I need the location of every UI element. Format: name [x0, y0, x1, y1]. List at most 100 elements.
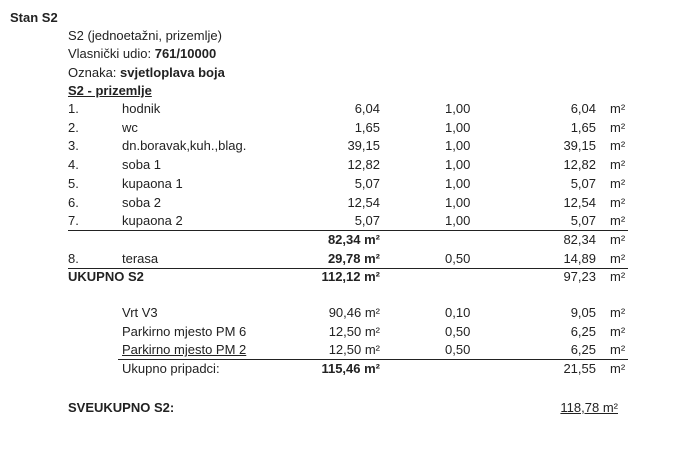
unit: m² — [610, 323, 626, 339]
room-area: 39,15 — [347, 138, 380, 154]
room-number: 7. — [68, 213, 79, 229]
unit: m² — [610, 194, 626, 210]
room-name: kupaona 2 — [122, 213, 183, 229]
subtotal-result: 82,34 — [563, 232, 596, 247]
appurtenances-total-row: Ukupno pripadci: 115,46 m² 21,55 m² — [0, 361, 676, 379]
room-number: 4. — [68, 157, 79, 173]
table-row: 4. soba 1 12,82 1,00 12,82 m² — [0, 157, 676, 175]
terrace-no: 8. — [68, 251, 79, 266]
room-area: 12,82 — [347, 157, 380, 173]
appurtenance-result: 6,25 — [570, 342, 596, 358]
appurtenance-result: 9,05 — [570, 305, 596, 320]
room-number: 5. — [68, 175, 79, 191]
appurtenance-name: Parkirno mjesto PM 6 — [122, 323, 247, 339]
unit: m² — [610, 361, 626, 376]
unit: m² — [610, 119, 626, 135]
room-name: soba 1 — [122, 157, 162, 173]
mark-value: svjetloplava boja — [120, 65, 225, 80]
table-row: Parkirno mjesto PM 2 12,50 m² 0,50 6,25 m² — [0, 342, 676, 361]
unit: m² — [610, 342, 626, 358]
room-name: soba 2 — [122, 194, 162, 210]
room-result: 39,15 — [563, 138, 596, 154]
unit: m² — [610, 157, 626, 173]
room-area: 12,54 — [347, 194, 380, 210]
table-row: Parkirno mjesto PM 6 12,50 m² 0,50 6,25 m² — [0, 324, 676, 342]
room-result: 6,04 — [570, 101, 596, 116]
appurtenance-coefficient: 0,50 — [445, 323, 471, 339]
appurtenance-name: Parkirno mjesto PM 2 — [122, 342, 247, 358]
share-value: 761/10000 — [154, 46, 217, 61]
room-coefficient: 1,00 — [445, 119, 471, 135]
total-row: UKUPNO S2 112,12 m² 97,23 m² — [0, 269, 676, 287]
grand-total-value: 118,78 m² — [560, 400, 618, 415]
room-result: 5,07 — [570, 175, 596, 191]
unit: m² — [610, 213, 626, 229]
terrace-row: 8. terasa 29,78 m² 0,50 14,89 m² — [0, 251, 676, 269]
appurtenance-coefficient: 0,10 — [445, 305, 471, 320]
unit: m² — [610, 232, 626, 247]
total-area: 112,12 m² — [321, 269, 380, 284]
room-number: 2. — [68, 119, 79, 135]
appurtenance-area: 90,46 m² — [328, 305, 380, 320]
table-row: Vrt V3 90,46 m² 0,10 9,05 m² — [0, 305, 676, 323]
appurtenance-coefficient: 0,50 — [445, 342, 471, 358]
unit: m² — [610, 305, 626, 320]
room-result: 1,65 — [570, 119, 596, 135]
grand-total-row: SVEUKUPNO S2: 118,78 m² — [0, 400, 676, 418]
appurtenance-name: Vrt V3 — [122, 305, 158, 320]
room-result: 5,07 — [570, 213, 596, 229]
terrace-coef: 0,50 — [445, 251, 471, 266]
page-title: Stan S2 — [10, 10, 58, 25]
room-coefficient: 1,00 — [445, 138, 471, 154]
subtotal-row: 82,34 m² 82,34 m² — [0, 232, 676, 250]
unit: m² — [610, 138, 626, 154]
grand-total-label: SVEUKUPNO S2: — [68, 400, 175, 415]
room-name: kupaona 1 — [122, 175, 183, 191]
room-name: hodnik — [122, 101, 161, 116]
room-result: 12,54 — [563, 194, 596, 210]
unit: m² — [610, 251, 626, 266]
share-label: Vlasnički udio: — [68, 46, 155, 61]
table-row: 2. wc 1,65 1,00 1,65 m² — [0, 120, 676, 138]
description: S2 (jednoetažni, prizemlje) — [68, 28, 222, 43]
total-label: UKUPNO S2 — [68, 269, 144, 284]
room-result: 12,82 — [563, 157, 596, 173]
room-number: 6. — [68, 194, 79, 210]
room-coefficient: 1,00 — [445, 157, 471, 173]
room-coefficient: 1,00 — [445, 194, 471, 210]
unit: m² — [610, 101, 626, 116]
section-heading: S2 - prizemlje — [68, 83, 152, 98]
room-coefficient: 1,00 — [445, 213, 471, 229]
appurtenance-area: 12,50 m² — [328, 323, 380, 339]
appurtenances-total-area: 115,46 m² — [321, 361, 380, 376]
terrace-area: 29,78 m² — [327, 251, 380, 266]
terrace-name: terasa — [122, 251, 159, 266]
room-area: 1,65 — [354, 119, 380, 135]
total-result: 97,23 — [563, 269, 596, 284]
room-area: 6,04 — [354, 101, 380, 116]
table-row: 1. hodnik 6,04 1,00 6,04 m² — [0, 101, 676, 119]
marking: Oznaka: svjetloplava boja — [68, 65, 225, 81]
table-row: 5. kupaona 1 5,07 1,00 5,07 m² — [0, 176, 676, 194]
table-row: 3. dn.boravak,kuh.,blag. 39,15 1,00 39,15 m² — [0, 138, 676, 156]
ownership-share: Vlasnički udio: 761/10000 — [68, 46, 216, 62]
room-area: 5,07 — [354, 213, 380, 229]
appurtenances-total-result: 21,55 — [563, 361, 596, 376]
room-number: 3. — [68, 138, 79, 154]
appurtenances-total-label: Ukupno pripadci: — [122, 361, 220, 376]
terrace-result: 14,89 — [563, 251, 596, 266]
mark-label: Oznaka: — [68, 65, 121, 80]
subtotal-area: 82,34 m² — [327, 232, 380, 247]
room-coefficient: 1,00 — [445, 175, 471, 191]
room-number: 1. — [68, 101, 79, 116]
room-area: 5,07 — [354, 175, 380, 191]
room-name: wc — [122, 119, 138, 135]
table-row: 7. kupaona 2 5,07 1,00 5,07 m² — [0, 213, 676, 232]
unit: m² — [610, 175, 626, 191]
table-row: 6. soba 2 12,54 1,00 12,54 m² — [0, 195, 676, 213]
appurtenance-area: 12,50 m² — [328, 342, 380, 358]
room-name: dn.boravak,kuh.,blag. — [122, 138, 247, 154]
room-coefficient: 1,00 — [445, 101, 471, 116]
appurtenance-result: 6,25 — [570, 323, 596, 339]
unit: m² — [610, 269, 626, 284]
